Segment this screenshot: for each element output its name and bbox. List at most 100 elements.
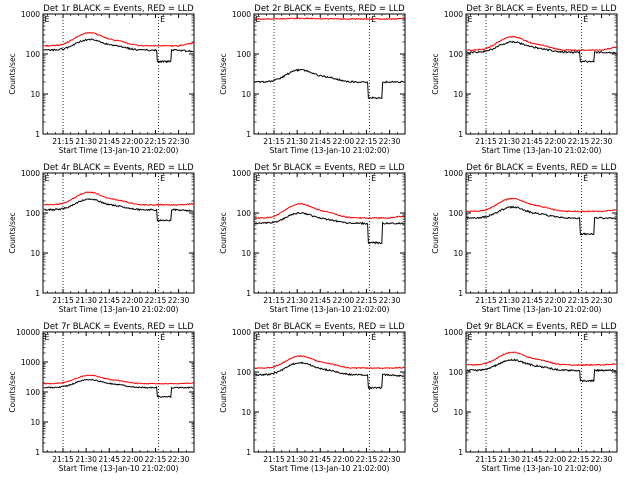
- y-tick-label: 1: [246, 448, 251, 457]
- y-tick-label: 1000: [21, 358, 40, 367]
- y-tick-label: 1: [35, 130, 40, 139]
- x-tick-label: 21:45: [98, 296, 120, 305]
- panel-title: Det 8r BLACK = Events, RED = LLD: [254, 322, 405, 332]
- y-tick-label: 1000: [21, 169, 40, 178]
- lld-series-line: [43, 31, 194, 48]
- lld-series-line: [466, 351, 617, 367]
- x-tick-label: 21:15: [475, 455, 497, 464]
- y-tick-label: 10: [30, 90, 40, 99]
- lld-series-line: [254, 354, 405, 370]
- y-tick-label: 1: [246, 130, 251, 139]
- y-tick-label: 1: [458, 130, 463, 139]
- x-tick-label: 21:30: [75, 455, 97, 464]
- y-tick-label: 10: [453, 249, 463, 258]
- lld-series-line: [254, 202, 405, 220]
- x-tick-label: 21:15: [52, 455, 74, 464]
- x-tick-label: 22:00: [122, 455, 144, 464]
- x-tick-label: 22:00: [333, 296, 355, 305]
- event-marker: E: [583, 174, 588, 183]
- y-axis-label: Counts/sec: [8, 53, 17, 94]
- event-marker: E: [468, 333, 473, 342]
- x-axis-label: Start Time (13-Jan-10 21:02:00): [59, 146, 179, 155]
- y-tick-label: 10000: [16, 328, 40, 337]
- lld-series-line: [254, 17, 405, 21]
- x-tick-label: 21:15: [263, 137, 285, 146]
- plot-frame: [42, 13, 195, 135]
- x-axis-label: Start Time (13-Jan-10 21:02:00): [482, 464, 602, 473]
- x-axis-label: Start Time (13-Jan-10 21:02:00): [270, 305, 390, 314]
- y-tick-label: 100: [237, 209, 252, 218]
- panel-title: Det 4r BLACK = Events, RED = LLD: [43, 163, 194, 173]
- x-tick-label: 21:30: [286, 137, 308, 146]
- x-tick-label: 22:00: [545, 137, 567, 146]
- y-tick-label: 1: [458, 289, 463, 298]
- event-marker: E: [45, 15, 50, 24]
- y-tick-label: 10: [453, 408, 463, 417]
- event-marker: E: [256, 174, 261, 183]
- x-tick-label: 21:30: [498, 455, 520, 464]
- events-series-line: [43, 38, 194, 64]
- x-tick-label: 22:15: [145, 455, 167, 464]
- events-series-line: [254, 211, 405, 245]
- y-tick-label: 100: [449, 50, 464, 59]
- x-tick-label: 22:00: [333, 137, 355, 146]
- x-tick-label: 22:15: [568, 137, 590, 146]
- events-series-line: [254, 68, 405, 100]
- x-tick-label: 22:00: [122, 296, 144, 305]
- lld-series-line: [43, 374, 194, 385]
- x-tick-label: 22:00: [333, 455, 355, 464]
- events-series-line: [466, 40, 617, 63]
- y-tick-label: 10: [241, 249, 251, 258]
- event-marker: E: [468, 174, 473, 183]
- x-tick-label: 22:15: [356, 296, 378, 305]
- y-tick-label: 10: [241, 408, 251, 417]
- y-tick-label: 10: [30, 418, 40, 427]
- y-tick-label: 1000: [232, 328, 251, 337]
- x-tick-label: 21:15: [475, 296, 497, 305]
- x-tick-label: 22:30: [168, 137, 190, 146]
- panel-title: Det 9r BLACK = Events, RED = LLD: [466, 322, 617, 332]
- x-tick-label: 22:30: [379, 137, 401, 146]
- y-axis-label: Counts/sec: [219, 53, 228, 94]
- x-tick-label: 22:15: [568, 296, 590, 305]
- plot-frame: [42, 172, 195, 294]
- x-tick-label: 22:30: [591, 137, 613, 146]
- x-tick-label: 22:15: [145, 296, 167, 305]
- event-marker: E: [256, 333, 261, 342]
- x-tick-label: 22:30: [168, 455, 190, 464]
- y-axis-label: Counts/sec: [431, 371, 440, 412]
- event-marker: E: [583, 15, 588, 24]
- y-tick-label: 100: [237, 368, 252, 377]
- x-tick-label: 21:45: [521, 137, 543, 146]
- x-tick-label: 21:15: [263, 296, 285, 305]
- plot-frame: [465, 172, 618, 294]
- plot-frame: [253, 172, 406, 294]
- y-tick-label: 1000: [232, 169, 251, 178]
- x-tick-label: 22:00: [545, 455, 567, 464]
- x-tick-label: 22:30: [168, 296, 190, 305]
- y-axis-label: Counts/sec: [431, 53, 440, 94]
- panel-title: Det 1r BLACK = Events, RED = LLD: [43, 4, 194, 14]
- y-tick-label: 10: [453, 90, 463, 99]
- x-tick-label: 21:30: [498, 137, 520, 146]
- x-axis-label: Start Time (13-Jan-10 21:02:00): [482, 305, 602, 314]
- events-series-line: [254, 361, 405, 390]
- y-tick-label: 1000: [444, 10, 463, 19]
- y-tick-label: 1000: [444, 328, 463, 337]
- x-tick-label: 21:15: [263, 455, 285, 464]
- y-tick-label: 1: [35, 448, 40, 457]
- x-axis-label: Start Time (13-Jan-10 21:02:00): [59, 464, 179, 473]
- event-marker: E: [160, 174, 165, 183]
- x-axis-label: Start Time (13-Jan-10 21:02:00): [270, 146, 390, 155]
- y-tick-label: 100: [26, 388, 41, 397]
- x-tick-label: 21:30: [75, 296, 97, 305]
- x-tick-label: 21:45: [521, 455, 543, 464]
